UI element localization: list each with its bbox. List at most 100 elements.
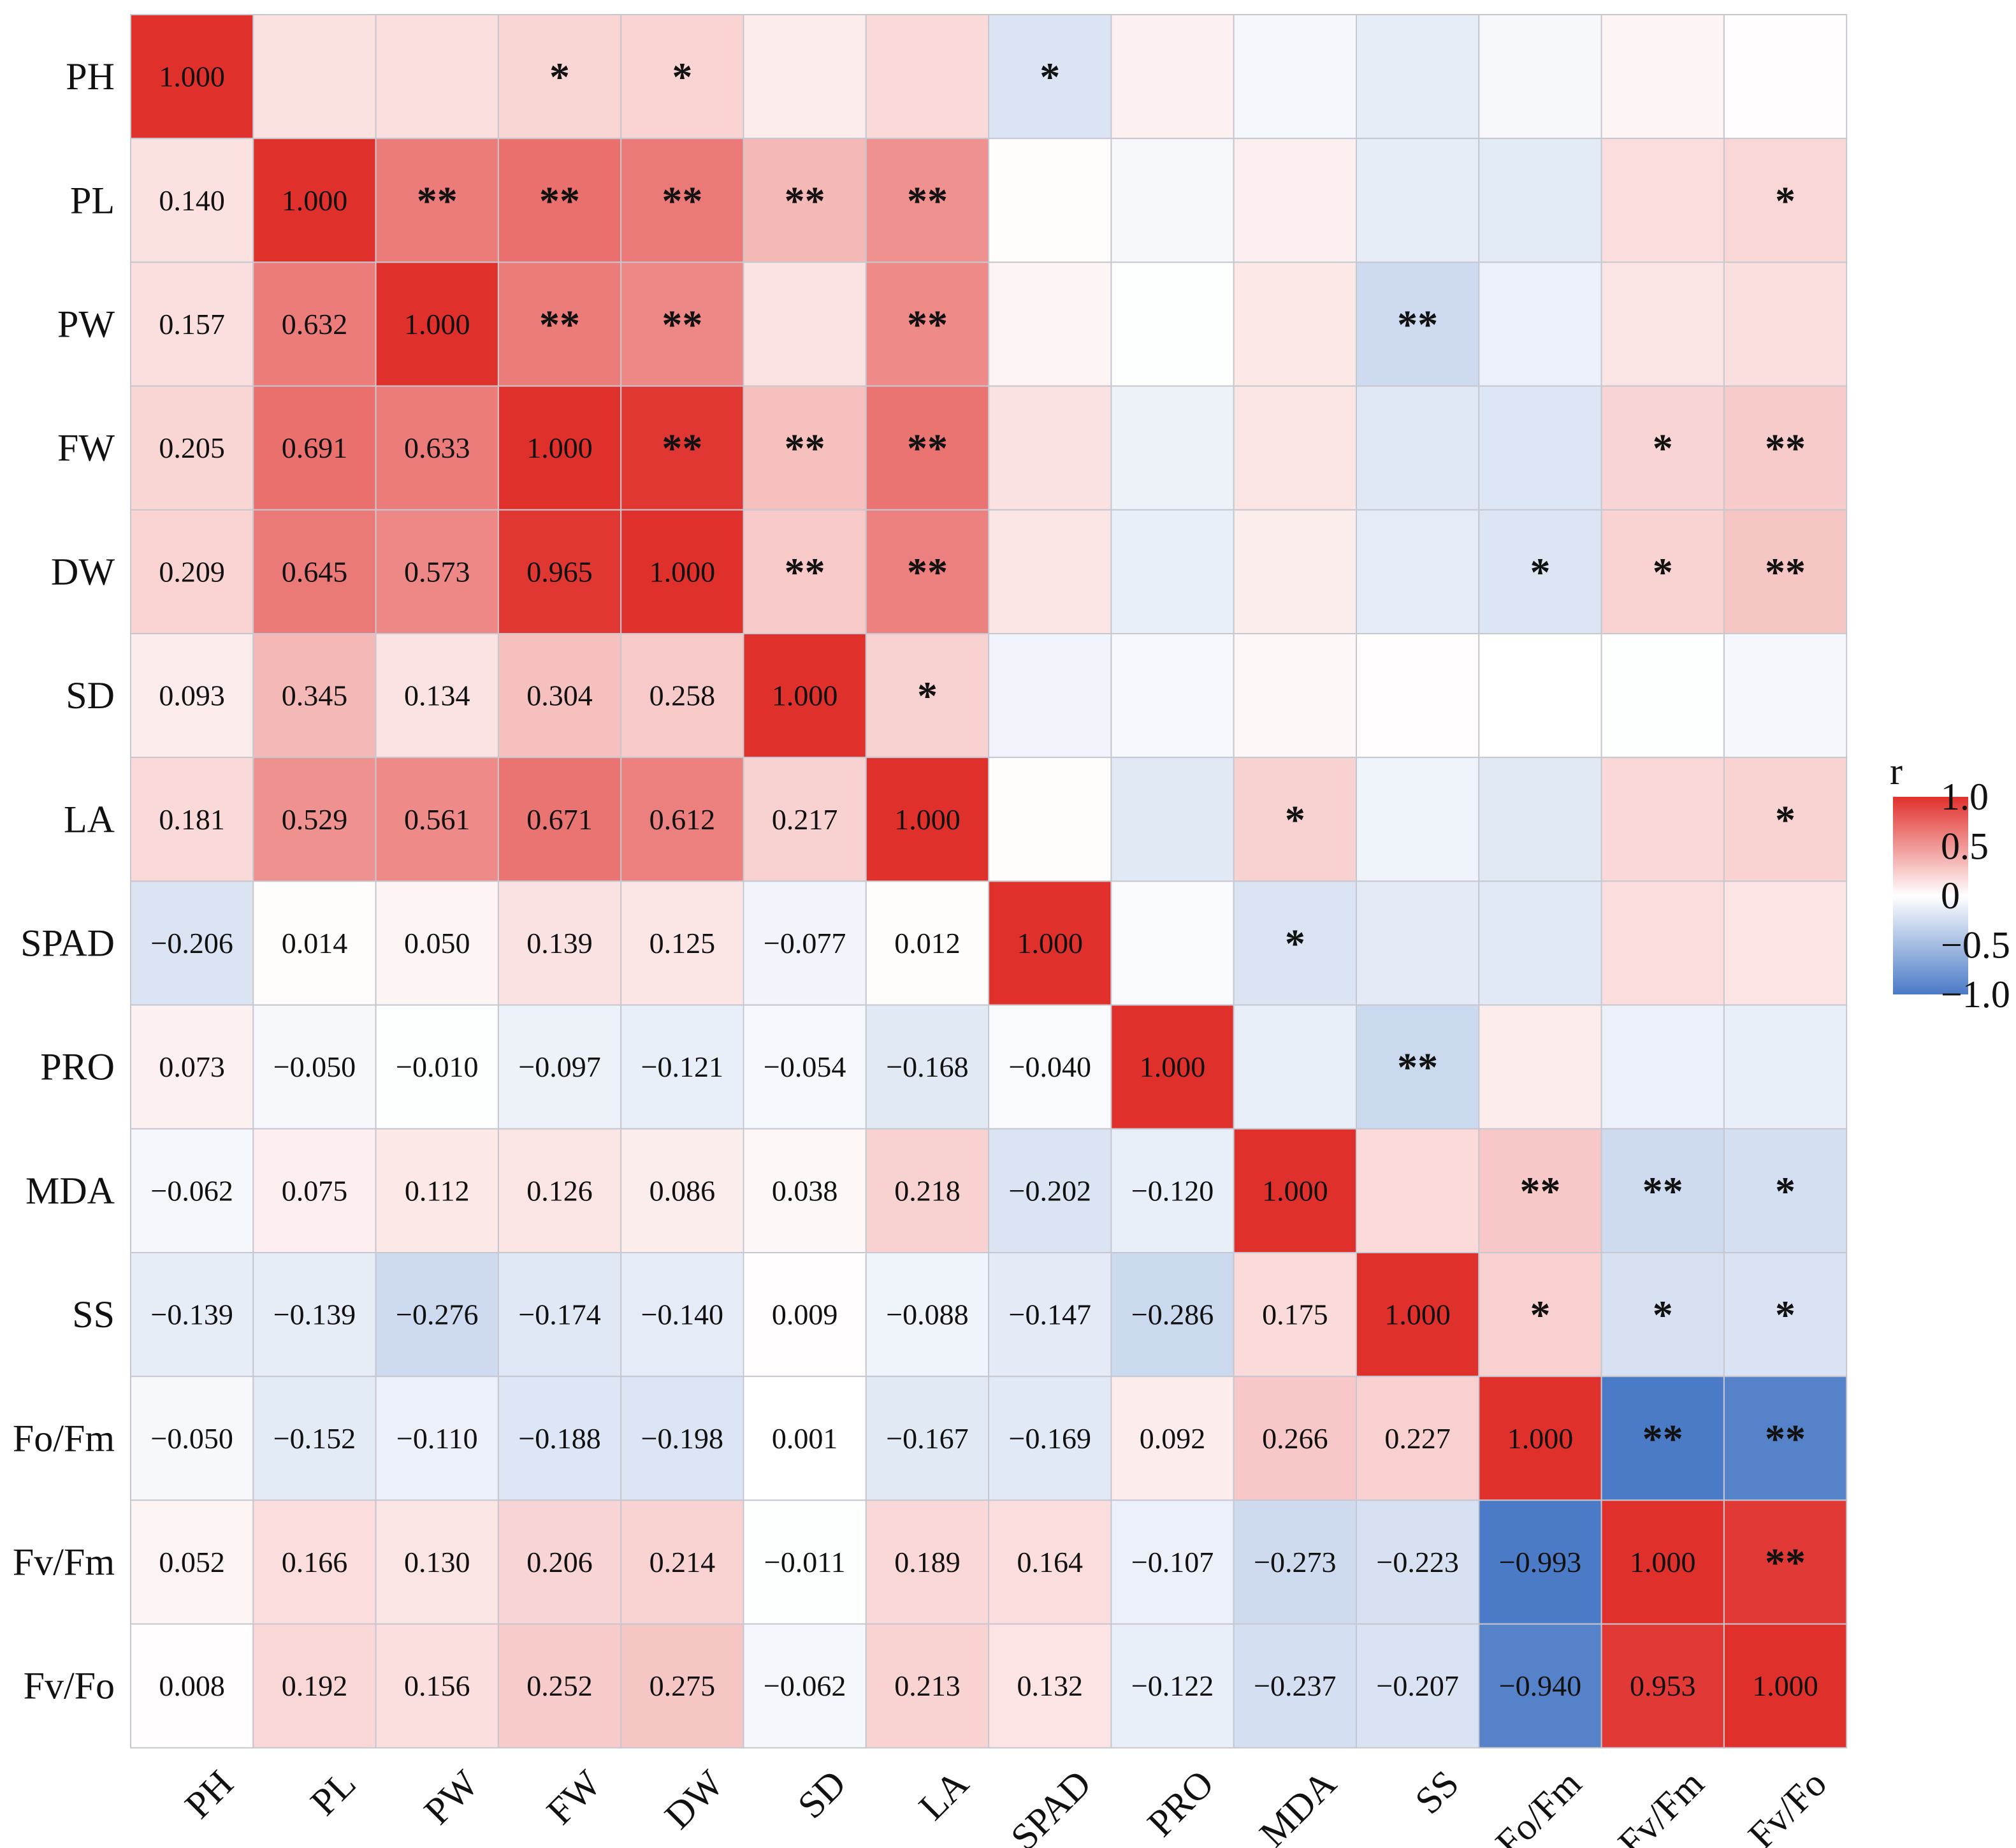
significance-mark-PW-FW: ** (539, 302, 580, 347)
significance-mark-Fo/Fm-Fv/Fm: ** (1643, 1416, 1683, 1461)
cell-value-Fv/Fo-Fv/Fo: 1.000 (1752, 1670, 1818, 1702)
heatmap-cell-MDA-DW (620, 1128, 744, 1254)
row-label-PH: PH (66, 55, 115, 98)
significance-mark-SS-Fv/Fm: * (1653, 1292, 1673, 1337)
column-label-SS: SS (1407, 1762, 1467, 1822)
row-label-Fo/Fm: Fo/Fm (13, 1417, 115, 1459)
heatmap-cell-PL-Fv/Fo (1723, 138, 1848, 263)
row-label-Fv/Fo: Fv/Fo (24, 1665, 115, 1707)
heatmap-cell-MDA-SPAD (988, 1128, 1112, 1254)
column-axis-labels: PH PL PW FW DW SD LA SPAD PRO MDA SS Fo/Fm Fv/Fm Fv/F… (177, 1762, 1834, 1848)
heatmap-cell-PL-Fv/Fm (1600, 138, 1725, 263)
heatmap-cell-SD-SPAD (988, 633, 1112, 759)
cell-value-MDA-PL: 0.075 (282, 1174, 348, 1207)
heatmap-cell-Fv/Fm-MDA (1233, 1499, 1357, 1625)
cell-value-Fv/Fm-SS: −0.223 (1376, 1546, 1458, 1578)
heatmap-cell-Fv/Fo-Fv/Fo (1723, 1623, 1848, 1749)
heatmap-cell-FW-PW (375, 385, 499, 511)
cell-value-Fv/Fm-FW: 0.206 (526, 1546, 593, 1578)
significance-mark-PL-LA: ** (907, 178, 948, 223)
heatmap-cell-PL-PRO (1110, 138, 1235, 263)
cell-value-FW-PW: 0.633 (404, 432, 470, 464)
cell-value-SPAD-SPAD: 1.000 (1017, 927, 1084, 959)
heatmap-cell-Fv/Fm-PL (252, 1499, 377, 1625)
significance-mark-PW-SS: ** (1397, 302, 1438, 347)
heatmap-cell-Fv/Fm-DW (620, 1499, 744, 1625)
cell-value-SD-DW: 0.258 (649, 680, 716, 712)
cell-value-Fv/Fo-SPAD: 0.132 (1017, 1670, 1084, 1702)
cell-value-Fv/Fm-LA: 0.189 (894, 1546, 961, 1578)
cell-value-PRO-PW: −0.010 (396, 1051, 478, 1083)
heatmap-cell-SD-Fv/Fm (1600, 633, 1725, 759)
cell-value-Fo/Fm-PRO: 0.092 (1140, 1422, 1206, 1455)
heatmap-cell-SPAD-SS (1356, 880, 1480, 1006)
heatmap-cell-PRO-Fo/Fm (1478, 1004, 1602, 1130)
cell-value-Fv/Fo-Fv/Fm: 0.953 (1630, 1670, 1696, 1702)
heatmap-cell-FW-PRO (1110, 385, 1235, 511)
significance-mark-PH-FW: * (549, 54, 570, 99)
heatmap-cell-PW-FW (497, 261, 622, 387)
cell-value-Fo/Fm-MDA: 0.266 (1262, 1422, 1328, 1455)
heatmap-cell-PL-FW (497, 138, 622, 263)
cell-value-Fv/Fm-Fv/Fm: 1.000 (1630, 1546, 1696, 1578)
heatmap-cell-PW-LA (865, 261, 990, 387)
heatmap-cell-FW-Fv/Fm (1600, 385, 1725, 511)
heatmap-cell-SPAD-PL (252, 880, 377, 1006)
heatmap-cell-SD-PRO (1110, 633, 1235, 759)
legend-tick-label: 1.0 (1941, 776, 1989, 818)
heatmap-cell-PH-Fv/Fm (1600, 14, 1725, 140)
heatmap-cell-PRO-PW (375, 1004, 499, 1130)
heatmap-cell-SD-LA (865, 633, 990, 759)
heatmap-cell-MDA-MDA (1233, 1128, 1357, 1254)
significance-mark-PW-LA: ** (907, 302, 948, 347)
cell-value-SS-PW: −0.276 (396, 1299, 478, 1331)
heatmap-cell-PW-MDA (1233, 261, 1357, 387)
heatmap-cell-FW-SS (1356, 385, 1480, 511)
heatmap-cell-FW-SPAD (988, 385, 1112, 511)
heatmap-cell-LA-PW (375, 757, 499, 882)
cell-value-MDA-FW: 0.126 (526, 1174, 593, 1207)
cell-value-SS-SS: 1.000 (1384, 1299, 1451, 1331)
cell-value-Fv/Fm-SPAD: 0.164 (1017, 1546, 1084, 1578)
cell-value-FW-FW: 1.000 (526, 432, 593, 464)
heatmap-cell-Fv/Fo-Fv/Fm (1600, 1623, 1725, 1749)
legend-tick-label: −1.0 (1941, 973, 2010, 1015)
cell-value-MDA-PRO: −0.120 (1131, 1174, 1214, 1207)
significance-mark-DW-SD: ** (785, 549, 825, 595)
heatmap-cell-Fv/Fo-PH (130, 1623, 254, 1749)
cell-value-DW-PL: 0.645 (282, 555, 348, 588)
cell-value-PRO-LA: −0.168 (886, 1051, 968, 1083)
column-label-MDA: MDA (1251, 1762, 1344, 1848)
heatmap-cell-PL-SPAD (988, 138, 1112, 263)
heatmap-cell-PH-SPAD (988, 14, 1112, 140)
cell-value-Fv/Fm-PRO: −0.107 (1131, 1546, 1214, 1578)
cell-value-LA-DW: 0.612 (649, 803, 716, 836)
heatmap-cell-Fv/Fm-PH (130, 1499, 254, 1625)
heatmap-cell-Fv/Fm-SS (1356, 1499, 1480, 1625)
significance-mark-DW-Fv/Fm: * (1653, 549, 1673, 595)
row-label-PRO: PRO (40, 1046, 115, 1088)
cell-value-Fv/Fo-PL: 0.192 (282, 1670, 348, 1702)
significance-mark-LA-Fv/Fo: * (1775, 797, 1795, 842)
color-legend: r 1.0 0.5 0 −0.5 −1.0 (1890, 750, 2010, 1015)
significance-mark-FW-Fv/Fo: ** (1765, 426, 1806, 471)
significance-mark-SPAD-MDA: * (1285, 921, 1305, 966)
heatmap-cell-FW-Fv/Fo (1723, 385, 1848, 511)
significance-mark-PL-DW: ** (662, 178, 702, 223)
cell-value-LA-LA: 1.000 (894, 803, 961, 836)
heatmap-cell-Fo/Fm-PL (252, 1376, 377, 1501)
cell-value-MDA-DW: 0.086 (649, 1174, 716, 1207)
cell-value-Fo/Fm-LA: −0.167 (886, 1422, 968, 1455)
heatmap-cell-FW-PL (252, 385, 377, 511)
column-label-Fv/Fm: Fv/Fm (1610, 1762, 1712, 1848)
heatmap-cell-labels: 1.000 * * *0.140 1.000 ** ** ** ** ** *0.157 0.632 1… (150, 54, 1818, 1702)
cell-value-Fv/Fo-FW: 0.252 (526, 1670, 593, 1702)
heatmap-cell-PW-PH (130, 261, 254, 387)
heatmap-cell-PH-SD (743, 14, 867, 140)
cell-value-MDA-LA: 0.218 (894, 1174, 961, 1207)
cell-value-SD-SD: 1.000 (772, 680, 838, 712)
heatmap-cell-Fv/Fm-Fv/Fm (1600, 1499, 1725, 1625)
cell-value-LA-FW: 0.671 (526, 803, 593, 836)
heatmap-cell-Fo/Fm-Fo/Fm (1478, 1376, 1602, 1501)
